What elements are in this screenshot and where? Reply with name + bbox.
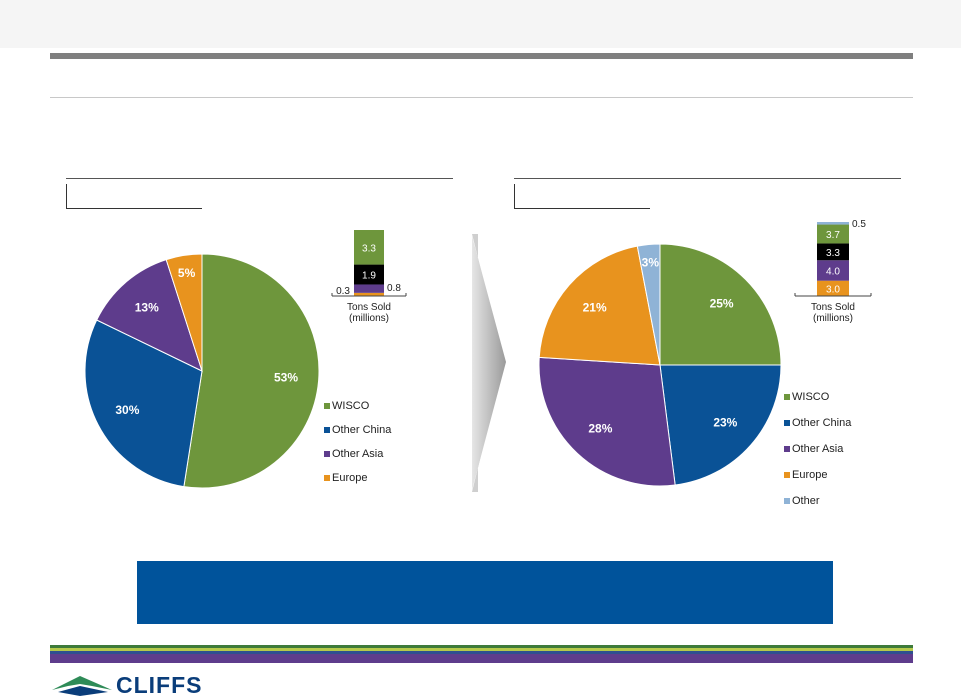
pie-slice-europe xyxy=(165,253,203,372)
legend-right: WISCO Other China Other Asia Europe Other xyxy=(784,391,852,507)
legend-left: WISCO Other China Other Asia Europe xyxy=(324,400,392,484)
legend-swatch xyxy=(324,451,330,457)
stacked-bar-segment xyxy=(817,224,849,244)
footer-stripes xyxy=(50,645,913,663)
legend-entry: Europe xyxy=(792,469,827,481)
legend-entry: Other xyxy=(792,495,820,507)
stacked-bar-segment xyxy=(354,284,384,293)
stacked-bar-label: 4.0 xyxy=(826,266,840,277)
pie-slice-label: 23% xyxy=(713,416,737,430)
legend-swatch xyxy=(784,498,790,504)
pie-slice-other-china xyxy=(659,364,782,486)
pie-slice-label: 5% xyxy=(178,266,196,280)
logo-text: CLIFFS xyxy=(116,672,203,698)
stacked-bar-left: 0.3 0.8 1.9 3.3 Tons Sold(millions) xyxy=(331,230,407,324)
stacked-bar-segment xyxy=(817,222,849,225)
pie-chart-left: 53% 30% 13% 5% xyxy=(84,253,320,489)
stacked-bar-axis-title: Tons Sold xyxy=(347,302,391,313)
header-band xyxy=(0,0,961,48)
stacked-bar-label: 1.9 xyxy=(362,271,376,282)
pie-slice-label: 28% xyxy=(588,422,612,436)
legend-entry: Other Asia xyxy=(792,443,844,455)
pie-slice-wisco xyxy=(659,243,782,366)
pie-chart-right: 25% 23% 28% 21% 3% xyxy=(538,243,782,487)
legend-swatch xyxy=(784,472,790,478)
pie-slice-label: 25% xyxy=(710,296,734,310)
pie-slice-other-asia xyxy=(538,356,676,487)
stacked-bar-right: 3.0 4.0 3.3 3.7 0.5 Tons Sold(millions) xyxy=(794,219,872,324)
footer-stripe xyxy=(50,648,913,651)
stacked-bar-label: 0.3 xyxy=(336,286,350,297)
pie-slice-label: 13% xyxy=(135,300,159,314)
legend-swatch xyxy=(784,394,790,400)
legend-entry: Other China xyxy=(332,424,392,436)
pie-slice-europe xyxy=(538,245,661,366)
pie-slice-label: 53% xyxy=(274,371,298,385)
summary-banner xyxy=(137,561,833,624)
footer-stripe xyxy=(50,654,913,663)
legend-swatch xyxy=(784,420,790,426)
right-panel-rule xyxy=(514,178,901,179)
legend-entry: Other China xyxy=(792,417,852,429)
pie-slice-other-china xyxy=(84,319,203,488)
mountain-logo-icon xyxy=(52,676,112,696)
left-panel-bracket xyxy=(66,184,202,209)
pie-slice-wisco xyxy=(183,253,320,489)
pie-slice-other-asia xyxy=(96,258,203,372)
pie-slice-other xyxy=(636,243,661,366)
footer-stripe xyxy=(50,651,913,654)
stacked-bar-label: 0.8 xyxy=(387,283,401,294)
stacked-bar-axis-title: (millions) xyxy=(813,313,853,324)
divider xyxy=(50,97,913,98)
legend-entry: WISCO xyxy=(332,400,370,412)
stacked-bar-segment xyxy=(354,230,384,265)
stacked-bar-segment xyxy=(354,292,384,296)
legend-swatch xyxy=(324,427,330,433)
legend-swatch xyxy=(784,446,790,452)
stacked-bar-label: 3.3 xyxy=(826,248,840,259)
left-panel-rule xyxy=(66,178,453,179)
stacked-bar-segment xyxy=(817,280,849,296)
legend-entry: WISCO xyxy=(792,391,830,403)
header-rule xyxy=(50,53,913,59)
stacked-bar-axis-title: Tons Sold xyxy=(811,302,855,313)
legend-swatch xyxy=(324,475,330,481)
pie-slice-label: 30% xyxy=(115,403,139,417)
stacked-bar-label: 3.0 xyxy=(826,284,840,295)
footer-stripe xyxy=(50,645,913,648)
legend-entry: Other Asia xyxy=(332,448,384,460)
stacked-bar-axis-title: (millions) xyxy=(349,313,389,324)
pie-slice-label: 21% xyxy=(583,300,607,314)
legend-entry: Europe xyxy=(332,472,367,484)
stacked-bar-segment xyxy=(817,243,849,261)
pie-slice-label: 3% xyxy=(642,256,660,270)
legend-swatch xyxy=(324,403,330,409)
transition-arrow xyxy=(472,234,506,492)
stacked-bar-label: 3.7 xyxy=(826,230,840,241)
right-panel-bracket xyxy=(514,184,650,209)
stacked-bar-label: 0.5 xyxy=(852,219,866,230)
stacked-bar-segment xyxy=(817,260,849,281)
stacked-bar-label: 3.3 xyxy=(362,243,376,254)
stacked-bar-segment xyxy=(354,264,384,285)
company-logo: CLIFFS xyxy=(52,672,252,698)
